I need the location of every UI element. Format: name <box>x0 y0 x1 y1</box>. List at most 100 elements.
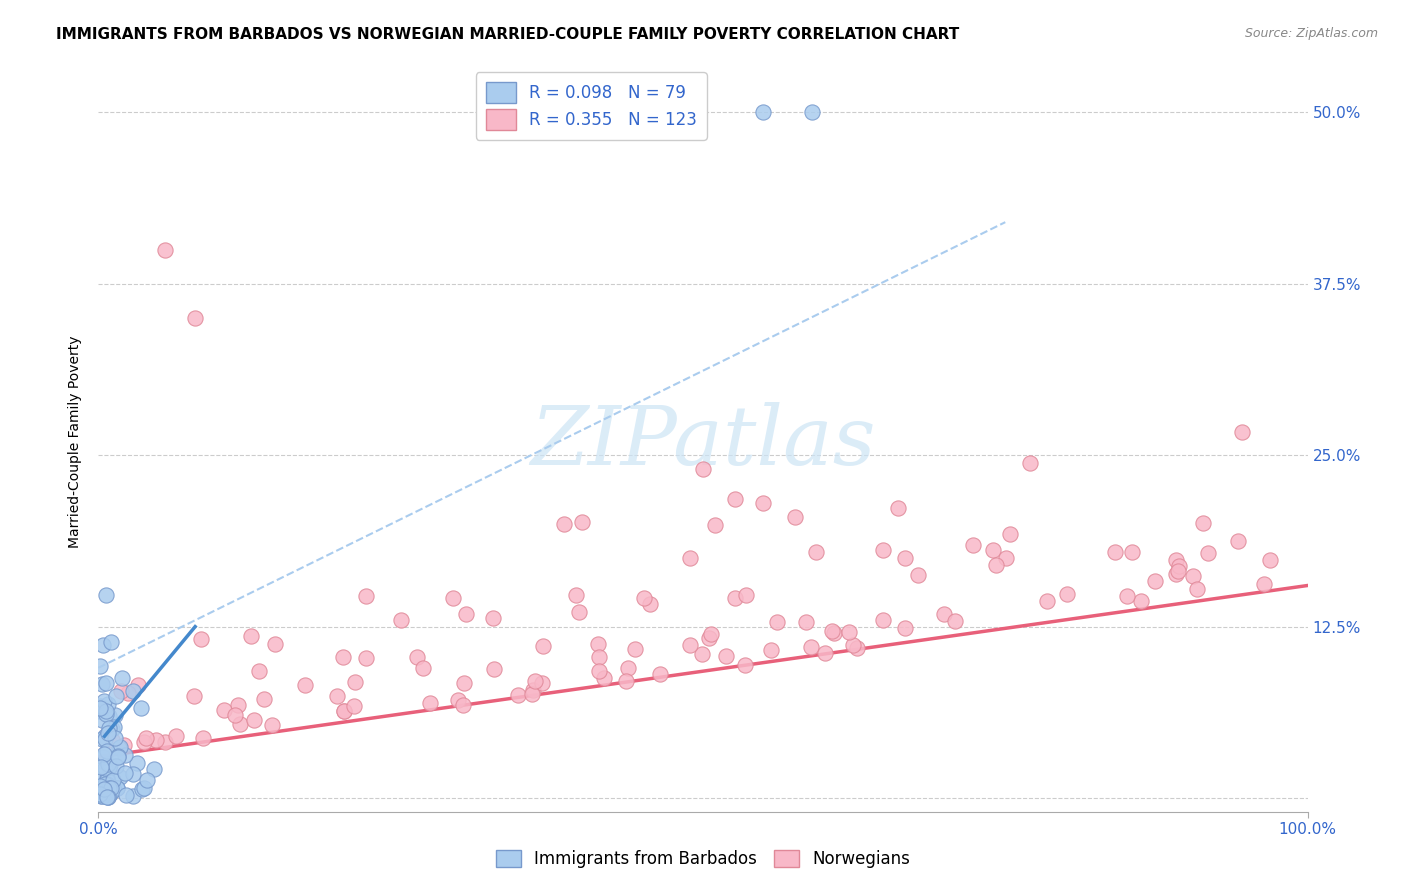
Point <box>765 615 787 629</box>
Point <box>108 739 131 754</box>
Point <box>354 590 377 604</box>
Point <box>821 624 844 639</box>
Point <box>1181 569 1204 583</box>
Point <box>96 789 118 804</box>
Point <box>98 758 121 772</box>
Point <box>522 687 544 701</box>
Point <box>588 649 610 664</box>
Point <box>690 647 713 661</box>
Point <box>692 462 714 476</box>
Point <box>356 651 378 665</box>
Point <box>243 713 266 727</box>
Point <box>588 664 610 678</box>
Point <box>1056 587 1078 601</box>
Point <box>96 772 118 786</box>
Point <box>1226 534 1249 549</box>
Point <box>253 691 276 706</box>
Point <box>94 707 117 722</box>
Point <box>981 542 1004 557</box>
Point <box>184 311 207 326</box>
Point <box>94 788 117 802</box>
Point <box>136 772 159 787</box>
Point <box>212 703 235 717</box>
Point <box>530 676 553 690</box>
Point <box>89 768 111 782</box>
Point <box>845 640 868 655</box>
Point <box>226 698 249 712</box>
Text: Source: ZipAtlas.com: Source: ZipAtlas.com <box>1244 27 1378 40</box>
Point <box>1253 576 1275 591</box>
Point <box>454 607 477 621</box>
Point <box>91 783 114 797</box>
Point <box>93 638 115 652</box>
Point <box>1258 553 1281 567</box>
Point <box>714 649 737 664</box>
Point <box>105 759 128 773</box>
Point <box>872 614 894 628</box>
Point <box>89 704 111 718</box>
Point <box>100 722 122 736</box>
Point <box>998 526 1021 541</box>
Point <box>127 678 149 692</box>
Point <box>640 597 662 611</box>
Point <box>1116 589 1139 603</box>
Point <box>91 750 114 764</box>
Point <box>1130 594 1153 608</box>
Point <box>1187 582 1209 596</box>
Point <box>107 749 129 764</box>
Point <box>96 676 118 690</box>
Point <box>593 671 616 685</box>
Point <box>96 773 118 788</box>
Point <box>121 684 143 698</box>
Point <box>153 734 176 748</box>
Point <box>752 496 775 510</box>
Point <box>734 657 756 672</box>
Point <box>419 696 441 710</box>
Point <box>105 780 128 795</box>
Point <box>894 621 917 635</box>
Point <box>804 544 827 558</box>
Point <box>724 591 747 605</box>
Point <box>240 629 263 643</box>
Point <box>97 697 120 711</box>
Point <box>97 709 120 723</box>
Point <box>93 747 115 762</box>
Point <box>97 757 120 772</box>
Point <box>614 673 637 688</box>
Point <box>91 789 114 803</box>
Point <box>117 686 139 700</box>
Point <box>94 777 117 791</box>
Point <box>98 780 121 795</box>
Point <box>568 605 591 619</box>
Point <box>633 591 655 605</box>
Point <box>800 640 823 654</box>
Point <box>1230 425 1253 439</box>
Point <box>735 588 758 602</box>
Point <box>893 551 915 566</box>
Point <box>93 731 115 746</box>
Point <box>89 700 111 714</box>
Point <box>190 632 212 646</box>
Point <box>98 760 121 774</box>
Point <box>90 713 112 727</box>
Point <box>523 674 546 689</box>
Point <box>586 637 609 651</box>
Point <box>100 781 122 796</box>
Point <box>101 773 124 788</box>
Point <box>122 789 145 803</box>
Point <box>333 704 356 718</box>
Point <box>105 781 128 796</box>
Point <box>107 740 129 755</box>
Point <box>103 783 125 797</box>
Point <box>96 588 118 602</box>
Point <box>565 588 588 602</box>
Point <box>191 731 214 745</box>
Point <box>943 615 966 629</box>
Point <box>104 708 127 723</box>
Point <box>389 613 412 627</box>
Point <box>111 671 134 685</box>
Point <box>107 750 129 764</box>
Point <box>785 509 807 524</box>
Point <box>343 675 366 690</box>
Point <box>114 738 136 752</box>
